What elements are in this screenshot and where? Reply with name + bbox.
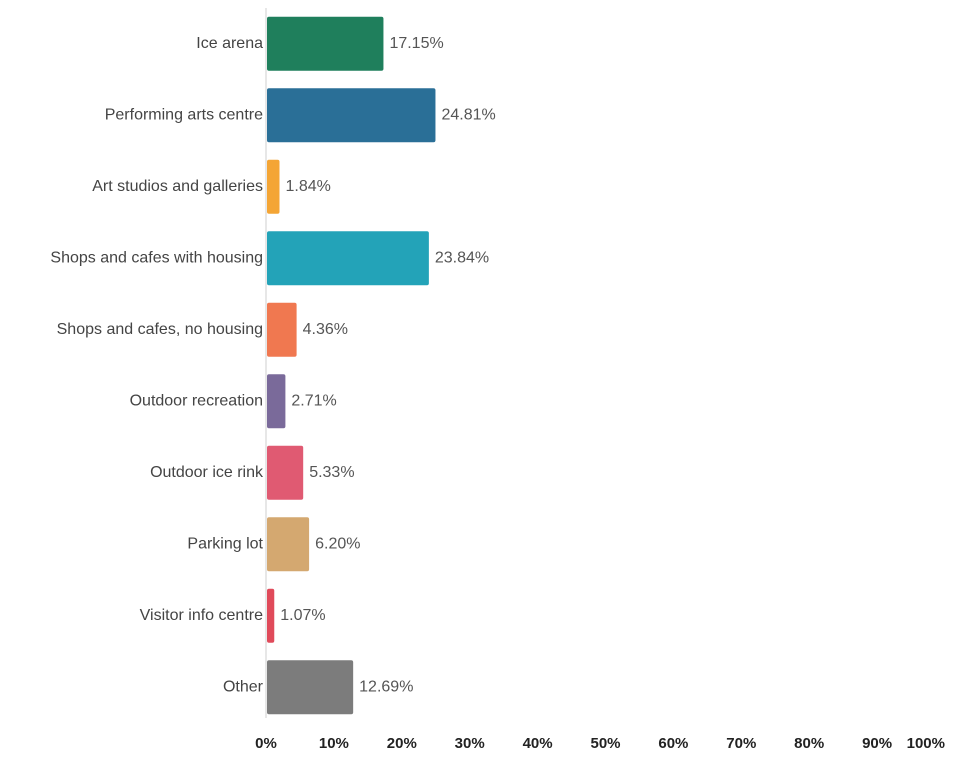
category-label: Shops and cafes, no housing	[57, 321, 263, 338]
category-label: Outdoor ice rink	[150, 464, 264, 481]
bar	[267, 302, 297, 357]
bar	[267, 88, 436, 143]
value-label: 17.15%	[389, 35, 443, 52]
bar	[267, 374, 286, 429]
value-label: 24.81%	[441, 106, 495, 123]
value-label: 12.69%	[359, 678, 413, 695]
bar	[267, 445, 304, 500]
value-labels-group: 17.15% 24.81% 1.84% 23.84% 4.36% 2.71% 5.33% 6.…	[280, 35, 495, 696]
x-tick-label: 90%	[862, 735, 892, 752]
value-label: 2.71%	[291, 392, 336, 409]
category-labels-group: Ice arena Performing arts centre Art studi…	[50, 35, 264, 696]
bar	[267, 231, 429, 286]
bar	[267, 660, 354, 715]
bar	[267, 16, 384, 71]
value-label: 5.33%	[309, 464, 354, 481]
x-tick-label: 100%	[907, 735, 945, 752]
value-label: 6.20%	[315, 535, 360, 552]
category-label: Shops and cafes with housing	[50, 249, 263, 266]
value-label: 23.84%	[435, 249, 489, 266]
x-tick-label: 40%	[523, 735, 553, 752]
x-tick-label: 50%	[590, 735, 620, 752]
bars-group	[267, 16, 436, 715]
x-tick-label: 30%	[455, 735, 485, 752]
value-label: 1.84%	[285, 178, 330, 195]
x-tick-label: 10%	[319, 735, 349, 752]
x-tick-label: 60%	[658, 735, 688, 752]
category-label: Outdoor recreation	[130, 392, 263, 409]
category-label: Performing arts centre	[105, 106, 263, 123]
x-tick-labels-group: 0% 10% 20% 30% 40% 50% 60% 70% 80% 90% 100%	[255, 735, 945, 752]
value-label: 4.36%	[303, 321, 348, 338]
category-label: Parking lot	[187, 535, 263, 552]
bar	[267, 517, 310, 572]
x-tick-label: 0%	[255, 735, 277, 752]
category-label: Art studios and galleries	[92, 178, 263, 195]
category-label: Visitor info centre	[140, 607, 263, 624]
category-label: Ice arena	[196, 35, 263, 52]
value-label: 1.07%	[280, 607, 325, 624]
bar	[267, 588, 275, 643]
bar	[267, 159, 280, 214]
category-label: Other	[223, 678, 264, 695]
x-tick-label: 80%	[794, 735, 824, 752]
x-tick-label: 70%	[726, 735, 756, 752]
x-tick-label: 20%	[387, 735, 417, 752]
